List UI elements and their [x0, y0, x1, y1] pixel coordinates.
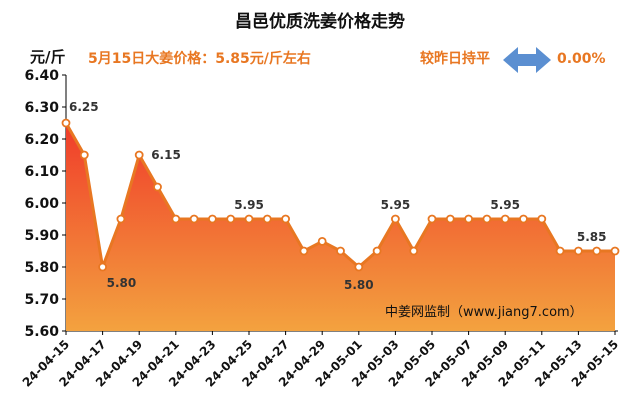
change-text: 0.00%	[557, 51, 606, 67]
y-tick-label: 6.20	[24, 132, 59, 148]
compare-text: 较昨日持平	[420, 50, 490, 67]
data-point	[464, 214, 474, 224]
data-point	[116, 214, 126, 224]
double-arrow-icon	[503, 47, 551, 73]
data-point	[226, 214, 236, 224]
data-point	[354, 262, 364, 272]
data-label: 5.80	[107, 276, 137, 290]
data-point	[262, 214, 272, 224]
y-tick-label: 5.80	[24, 260, 59, 276]
data-point	[519, 214, 528, 224]
source-watermark: 中姜网监制（www.jiang7.com）	[385, 305, 583, 320]
data-point	[390, 214, 400, 224]
data-point	[409, 246, 419, 256]
data-label: 5.95	[490, 198, 520, 212]
data-label: 5.85	[577, 230, 607, 244]
y-tick-label: 6.10	[24, 164, 59, 180]
price-area	[66, 123, 615, 331]
data-point	[592, 246, 602, 256]
data-point	[61, 118, 71, 128]
chart-title: 昌邑优质洗姜价格走势	[235, 11, 405, 32]
data-point	[555, 246, 565, 256]
data-label: 5.95	[234, 198, 264, 212]
data-point	[98, 262, 107, 272]
data-point	[299, 246, 309, 256]
data-point	[317, 236, 327, 246]
y-tick-label: 6.30	[24, 100, 59, 116]
data-label: 6.15	[151, 148, 181, 162]
y-unit-label: 元/斤	[30, 48, 65, 66]
data-point	[336, 246, 345, 256]
y-tick-label: 5.70	[24, 292, 59, 308]
data-point	[153, 182, 162, 192]
price-text: 5月15日大姜价格：5.85元/斤左右	[88, 50, 311, 67]
data-point	[445, 214, 455, 224]
data-point	[244, 214, 254, 224]
data-point	[610, 246, 620, 256]
y-tick-label: 5.60	[24, 324, 59, 340]
data-point	[134, 150, 144, 160]
data-point	[482, 214, 492, 224]
data-point	[427, 214, 437, 224]
data-point	[537, 214, 547, 224]
data-label: 6.25	[69, 100, 99, 114]
data-point	[500, 214, 510, 224]
data-point	[281, 214, 291, 224]
y-tick-label: 6.00	[24, 196, 59, 212]
data-point	[189, 214, 199, 224]
data-point	[372, 246, 382, 256]
data-label: 5.80	[344, 278, 374, 292]
data-point	[171, 214, 181, 224]
data-point	[79, 150, 89, 160]
y-tick-label: 5.90	[24, 228, 59, 244]
data-point	[574, 246, 583, 256]
data-label: 5.95	[381, 198, 411, 212]
data-point	[207, 214, 217, 224]
plot-area: 5.605.705.805.906.006.106.206.306.4024-0…	[20, 68, 621, 390]
y-tick-label: 6.40	[24, 68, 59, 84]
